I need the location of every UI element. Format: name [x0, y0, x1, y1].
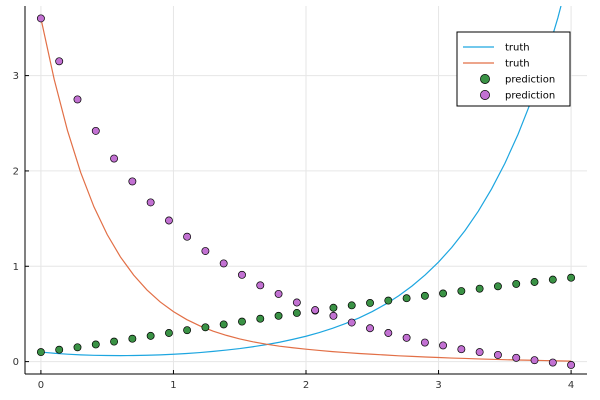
- y-tick-label: 3: [13, 71, 19, 82]
- data-point-series-2: [493, 282, 502, 291]
- data-point-series-3: [329, 311, 338, 320]
- data-point-series-3: [164, 216, 173, 225]
- data-point-series-3: [183, 232, 192, 241]
- data-point-series-3: [420, 338, 429, 347]
- legend-swatch-marker: [480, 74, 490, 84]
- data-point-series-3: [439, 341, 448, 350]
- data-point-series-2: [274, 311, 283, 320]
- data-point-series-3: [73, 95, 82, 104]
- tick-labels: 0 1 2 3 4 0 1 2 3: [13, 71, 575, 391]
- data-point-series-3: [91, 126, 100, 135]
- data-point-series-2: [238, 317, 246, 326]
- x-tick-label: 0: [38, 380, 44, 391]
- data-point-series-3: [201, 247, 210, 255]
- data-point-series-3: [292, 298, 301, 307]
- x-tick-label: 3: [435, 380, 441, 391]
- y-tick-label: 2: [13, 166, 19, 177]
- data-point-series-2: [256, 314, 265, 323]
- data-point-series-2: [91, 340, 100, 349]
- data-point-series-2: [219, 320, 228, 329]
- x-tick-label: 1: [170, 380, 176, 391]
- data-point-series-3: [311, 306, 320, 315]
- data-point-series-2: [548, 275, 557, 284]
- data-point-series-2: [512, 279, 521, 288]
- data-point-series-2: [329, 303, 338, 312]
- data-point-series-3: [475, 348, 484, 357]
- data-point-series-3: [384, 329, 393, 337]
- data-point-series-3: [110, 154, 119, 163]
- y-tick-label: 1: [13, 262, 19, 273]
- data-point-series-3: [567, 360, 576, 369]
- series-line-0: [40, 6, 562, 357]
- data-point-series-3: [512, 353, 521, 362]
- data-point-series-2: [530, 278, 539, 286]
- data-point-series-2: [164, 329, 173, 337]
- data-point-series-2: [420, 291, 429, 300]
- x-tick-label: 4: [568, 380, 574, 391]
- data-point-series-2: [183, 326, 192, 335]
- data-point-series-3: [548, 358, 557, 367]
- legend-box: [456, 31, 571, 107]
- axes: [24, 6, 587, 375]
- data-point-series-2: [36, 348, 45, 357]
- data-point-series-2: [73, 343, 82, 352]
- data-point-series-2: [366, 299, 374, 307]
- y-tick-label: 0: [13, 357, 19, 368]
- data-point-series-2: [292, 309, 301, 317]
- data-point-series-2: [146, 331, 155, 340]
- data-point-series-2: [457, 287, 466, 296]
- data-point-series-2: [55, 345, 64, 354]
- data-point-series-3: [274, 289, 283, 298]
- data-point-series-3: [55, 57, 64, 66]
- data-point-series-3: [238, 270, 246, 279]
- legend-label: prediction: [505, 75, 555, 86]
- data-point-series-3: [256, 281, 265, 290]
- series-line-1: [40, 18, 572, 362]
- data-point-series-2: [201, 323, 210, 332]
- data-point-series-2: [384, 296, 393, 305]
- data-point-series-3: [493, 350, 502, 359]
- data-point-series-2: [475, 284, 484, 293]
- legend: truth truth prediction prediction: [456, 31, 571, 107]
- data-point-series-2: [347, 301, 356, 310]
- data-point-series-2: [110, 337, 119, 346]
- data-point-series-3: [457, 345, 466, 354]
- data-point-series-2: [567, 273, 576, 282]
- data-point-series-2: [402, 294, 411, 303]
- data-point-series-3: [146, 198, 155, 207]
- data-point-series-3: [366, 324, 374, 333]
- data-point-series-3: [347, 318, 356, 327]
- data-point-series-3: [219, 259, 228, 268]
- data-point-series-3: [530, 356, 539, 365]
- x-tick-label: 2: [303, 380, 309, 391]
- data-point-series-3: [36, 14, 45, 23]
- legend-label: truth: [505, 59, 530, 70]
- data-point-series-3: [402, 333, 411, 342]
- legend-label: truth: [505, 43, 530, 54]
- data-point-series-2: [128, 334, 137, 343]
- plot-area: [36, 6, 576, 369]
- legend-label: prediction: [505, 91, 555, 102]
- data-point-series-3: [128, 177, 137, 186]
- data-point-series-2: [439, 289, 448, 298]
- legend-swatch-marker: [480, 90, 490, 100]
